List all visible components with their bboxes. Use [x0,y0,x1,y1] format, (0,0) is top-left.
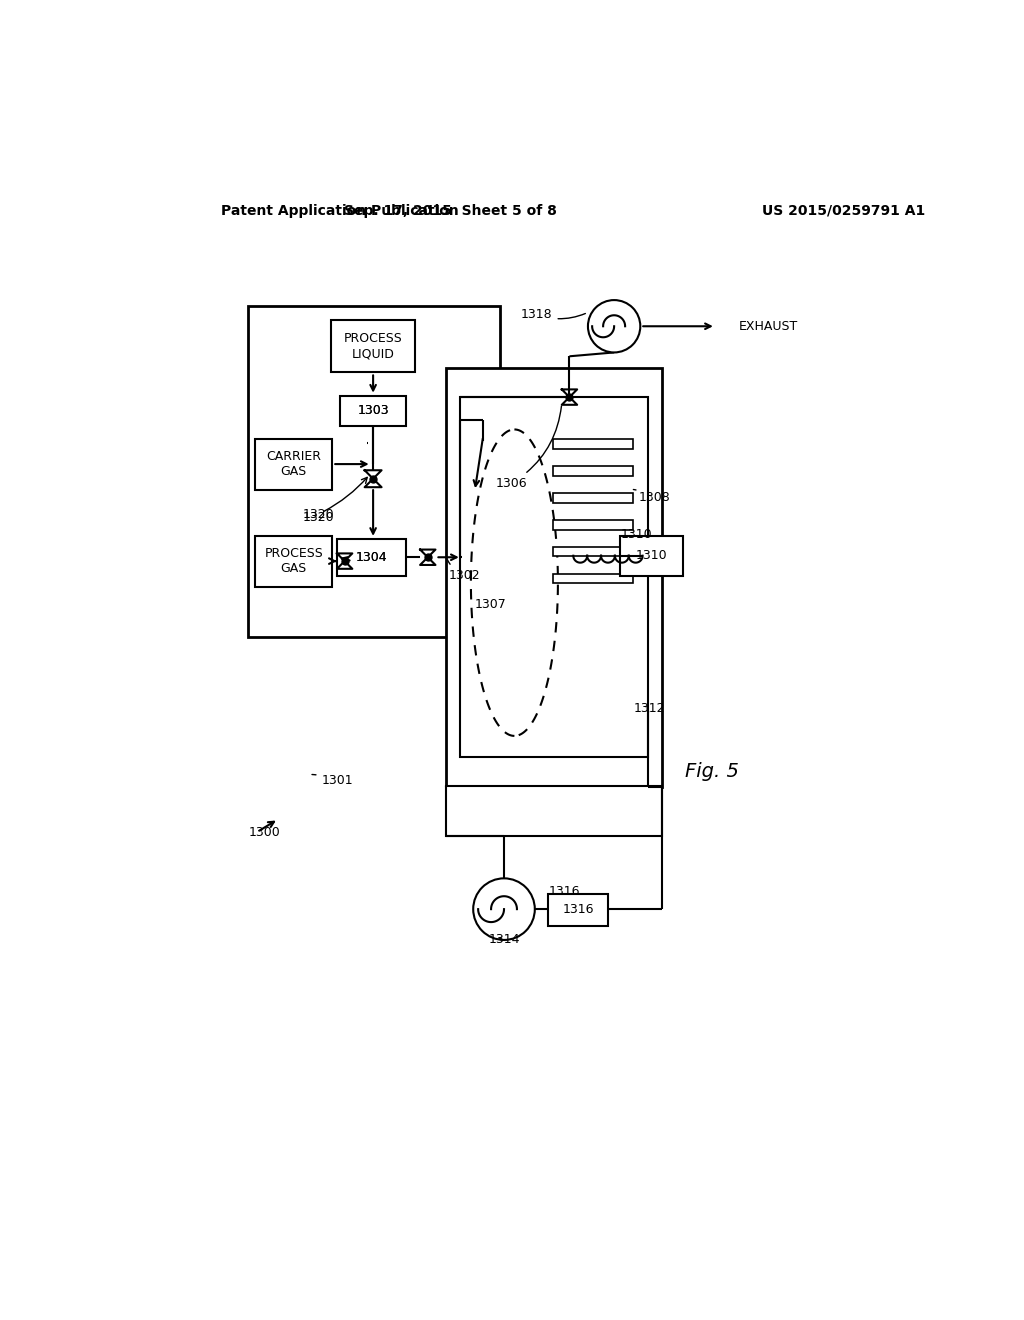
Text: 1307: 1307 [474,598,506,611]
Text: Patent Application Publication: Patent Application Publication [221,203,459,218]
Text: 1300: 1300 [249,825,281,838]
Text: 1303: 1303 [357,404,389,417]
Bar [620,536,683,576]
Text: CARRIER
GAS: CARRIER GAS [266,450,322,478]
Text: PROCESS
GAS: PROCESS GAS [264,546,324,576]
Text: 1302: 1302 [447,560,480,582]
Bar [553,520,634,529]
Bar [553,466,634,475]
Text: 1303: 1303 [357,404,389,417]
Text: 1304: 1304 [355,550,387,564]
Bar [255,536,333,586]
Bar [553,494,634,503]
Bar [553,574,634,583]
Circle shape [473,878,535,940]
Bar [255,438,333,490]
Bar [460,397,648,758]
Text: Fig. 5: Fig. 5 [685,762,739,781]
Text: 1301: 1301 [312,774,353,787]
Bar [553,548,634,557]
Text: 1318: 1318 [521,308,586,321]
Text: 1310: 1310 [635,549,667,562]
Text: PROCESS
LIQUID: PROCESS LIQUID [344,333,402,360]
Text: 1312: 1312 [634,702,665,715]
Bar [548,894,608,927]
Text: Sep. 17, 2015  Sheet 5 of 8: Sep. 17, 2015 Sheet 5 of 8 [344,203,557,218]
Bar [446,785,662,836]
Bar [248,306,500,638]
Text: 1306: 1306 [496,407,561,490]
Text: 1310: 1310 [621,528,652,541]
Text: 1320: 1320 [303,508,335,521]
Bar [553,440,634,449]
Text: 1314: 1314 [488,933,520,946]
Bar [446,368,662,788]
Bar [337,539,407,576]
Text: 1308: 1308 [634,490,671,504]
Text: US 2015/0259791 A1: US 2015/0259791 A1 [762,203,926,218]
Bar [340,396,407,426]
Text: 1316: 1316 [549,884,581,898]
Circle shape [588,300,640,352]
Text: 1320: 1320 [303,511,335,524]
Text: 1304: 1304 [355,550,387,564]
Text: 1316: 1316 [562,903,594,916]
Text: EXHAUST: EXHAUST [739,319,798,333]
Bar [331,321,416,372]
